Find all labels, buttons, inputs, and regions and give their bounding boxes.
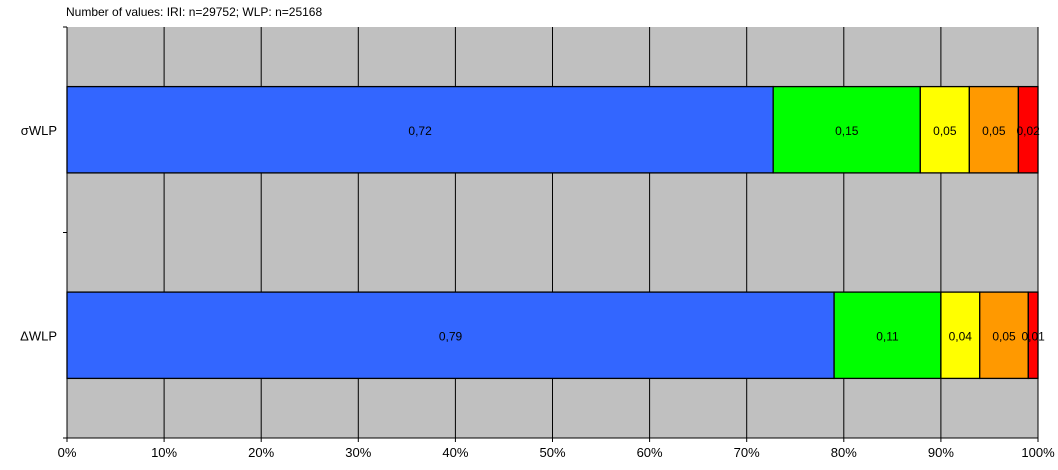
- data-label: 0,01: [1021, 329, 1045, 343]
- bar-segment: [968, 85, 1020, 174]
- y-category-label: σWLP: [21, 123, 57, 138]
- x-tick-label: 20%: [248, 445, 274, 460]
- x-tick-label: 50%: [539, 445, 565, 460]
- bar-segment: [979, 291, 1029, 380]
- data-label: 0,05: [992, 329, 1016, 343]
- y-category-label: ΔWLP: [20, 328, 57, 343]
- bar-segment: [833, 291, 942, 380]
- bar-segment: [66, 291, 835, 380]
- x-tick-label: 90%: [928, 445, 954, 460]
- x-tick-label: 40%: [442, 445, 468, 460]
- data-label: 0,79: [439, 329, 463, 343]
- data-label: 0,04: [949, 329, 973, 343]
- x-tick-label: 10%: [151, 445, 177, 460]
- bar-segment: [1027, 291, 1039, 380]
- bar-segment: [66, 85, 774, 174]
- bar-segment: [919, 85, 970, 174]
- x-tick-label: 0%: [58, 445, 77, 460]
- bar-segment: [1017, 85, 1039, 174]
- chart-note: Number of values: IRI: n=29752; WLP: n=2…: [66, 5, 323, 19]
- data-label: 0,15: [835, 124, 859, 138]
- x-tick-label: 100%: [1021, 445, 1055, 460]
- data-label: 0,11: [876, 329, 899, 343]
- data-label: 0,05: [982, 124, 1006, 138]
- x-tick-label: 60%: [637, 445, 663, 460]
- bar-segment: [772, 85, 921, 174]
- x-tick-label: 30%: [345, 445, 371, 460]
- data-label: 0,02: [1017, 124, 1041, 138]
- data-label: 0,72: [408, 124, 432, 138]
- x-tick-label: 80%: [831, 445, 857, 460]
- data-label: 0,05: [933, 124, 957, 138]
- x-tick-label: 70%: [734, 445, 760, 460]
